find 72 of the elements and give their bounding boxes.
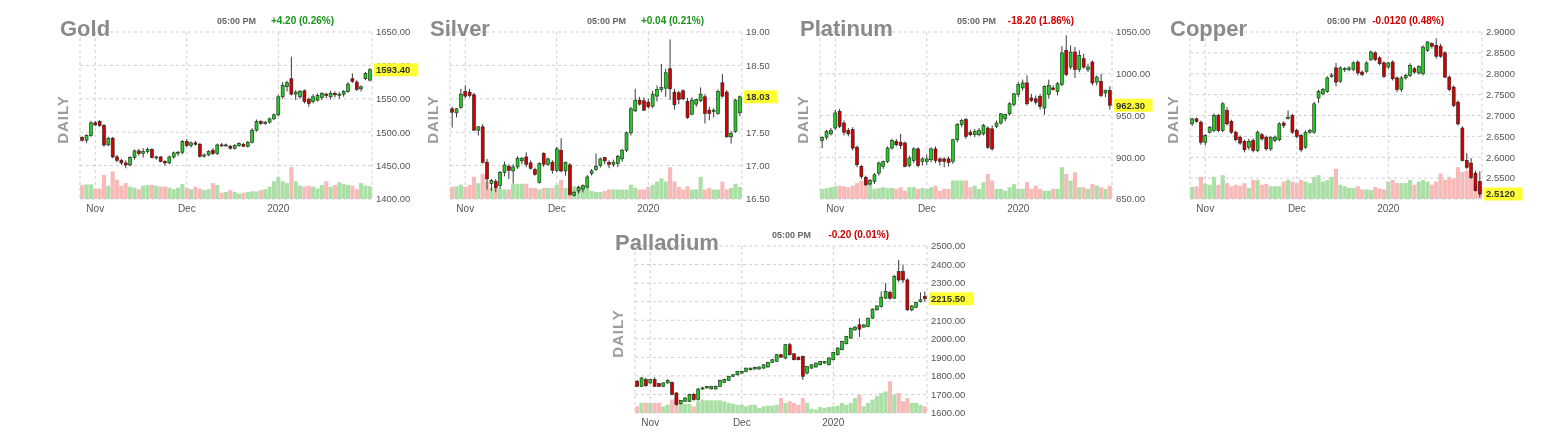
- y-tick-label: 2400.00: [931, 258, 966, 270]
- x-tick-label: Dec: [547, 203, 566, 214]
- text: 1593.40: [376, 64, 411, 76]
- chart-title: Palladium: [615, 230, 719, 255]
- text: 2.5120: [1486, 188, 1516, 200]
- y-tick-label: 2300.00: [931, 277, 966, 289]
- y-tick-label: 1600.00: [931, 407, 966, 419]
- y-tick-label: 2.6500: [1486, 130, 1516, 142]
- y-tick-label: 17.50: [746, 126, 770, 138]
- x-tick-label: Dec: [177, 203, 196, 214]
- y-axis-title: DAILY: [424, 95, 441, 144]
- y-axis-title: DAILY: [609, 309, 626, 358]
- text: 05:00 PM: [1327, 16, 1367, 26]
- y-tick-label: 1650.00: [376, 26, 411, 38]
- y-tick-label: 2.7000: [1486, 109, 1516, 121]
- chart-title: Platinum: [800, 16, 893, 41]
- text: 05:00 PM: [772, 230, 812, 240]
- x-tick-label: 2020: [822, 417, 845, 428]
- x-tick-label: Dec: [917, 203, 936, 214]
- text: +4.20 (0.26%): [270, 15, 334, 26]
- chart-title: Silver: [430, 16, 491, 41]
- x-tick-label: 2020: [267, 203, 290, 214]
- y-tick-label: 18.50: [746, 59, 770, 71]
- y-tick-label: 1400.00: [376, 193, 411, 205]
- y-tick-label: 900.00: [1116, 151, 1146, 163]
- y-tick-label: 2.8500: [1486, 47, 1516, 59]
- y-tick-label: 16.50: [746, 193, 770, 205]
- y-tick-label: 1900.00: [931, 351, 966, 363]
- y-tick-label: 2.5500: [1486, 172, 1516, 184]
- text: 05:00 PM: [217, 16, 257, 26]
- x-tick-label: 2020: [637, 203, 660, 214]
- y-axis-title: DAILY: [54, 95, 71, 144]
- text: 2215.50: [931, 293, 966, 305]
- x-tick-label: Dec: [732, 417, 751, 428]
- text: 18.03: [746, 91, 770, 103]
- chart-title: Gold: [60, 16, 111, 41]
- y-tick-label: 1700.00: [931, 388, 966, 400]
- y-tick-label: 2.7500: [1486, 88, 1516, 100]
- x-tick-label: 2020: [1007, 203, 1030, 214]
- text: 05:00 PM: [957, 16, 997, 26]
- y-tick-label: 1550.00: [376, 93, 411, 105]
- y-axis-title: DAILY: [1164, 95, 1181, 144]
- y-tick-label: 2500.00: [931, 240, 966, 252]
- y-tick-label: 1500.00: [376, 126, 411, 138]
- text: 05:00 PM: [587, 16, 627, 26]
- x-tick-label: Nov: [86, 203, 105, 214]
- text: 962.30: [1116, 99, 1146, 111]
- y-tick-label: 2.9000: [1486, 26, 1516, 38]
- y-axis-title: DAILY: [794, 95, 811, 144]
- text: -0.0120 (0.48%): [1372, 15, 1444, 26]
- y-tick-label: 2.6000: [1486, 151, 1516, 163]
- x-tick-label: Nov: [826, 203, 845, 214]
- x-tick-label: Dec: [1287, 203, 1306, 214]
- y-tick-label: 2100.00: [931, 314, 966, 326]
- y-tick-label: 2.8000: [1486, 68, 1516, 80]
- y-tick-label: 19.00: [746, 26, 770, 38]
- y-tick-label: 850.00: [1116, 193, 1146, 205]
- y-tick-label: 1800.00: [931, 370, 966, 382]
- x-tick-label: Nov: [1196, 203, 1215, 214]
- y-tick-label: 1050.00: [1116, 26, 1151, 38]
- y-tick-label: 17.00: [746, 159, 770, 171]
- text: -0.20 (0.01%): [828, 229, 889, 240]
- y-tick-label: 1000.00: [1116, 68, 1151, 80]
- text: -18.20 (1.86%): [1007, 15, 1074, 26]
- chart-title: Copper: [1170, 16, 1248, 41]
- x-tick-label: 2020: [1377, 203, 1400, 214]
- y-tick-label: 2000.00: [931, 333, 966, 345]
- text: +0.04 (0.21%): [640, 15, 704, 26]
- y-tick-label: 1450.00: [376, 159, 411, 171]
- x-tick-label: Nov: [641, 417, 660, 428]
- x-tick-label: Nov: [456, 203, 475, 214]
- y-tick-label: 950.00: [1116, 109, 1146, 121]
